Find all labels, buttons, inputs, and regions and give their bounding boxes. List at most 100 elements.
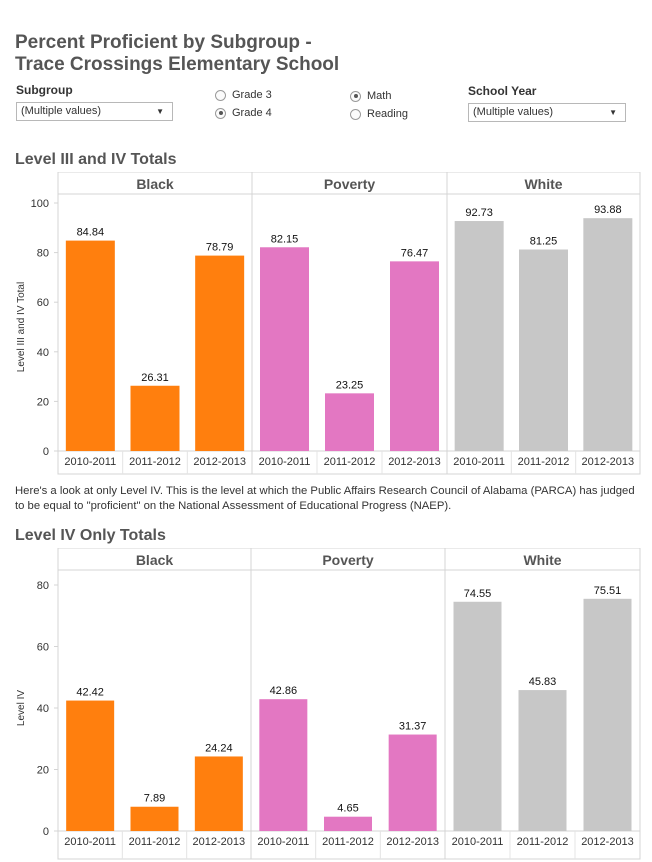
data-label: 26.31 [141, 372, 169, 384]
y-axis-label: Level IV [16, 690, 27, 726]
dashboard-title: Percent Proficient by Subgroup - Trace C… [15, 32, 339, 76]
school-year-dropdown-value: (Multiple values) [473, 106, 554, 118]
subgroup-dropdown[interactable]: (Multiple values) ▼ [16, 102, 173, 121]
bar [130, 385, 180, 451]
x-tick-label: 2011-2012 [324, 456, 376, 468]
radio-grade-4-label: Grade 4 [232, 107, 272, 119]
title-line-1: Percent Proficient by Subgroup - [15, 32, 312, 53]
bar [195, 255, 245, 451]
level-iv-chart: Level IV 0 20 40 60 80 Black 42.42 2010-2011 7.89… [16, 548, 641, 860]
radio-grade-3-label: Grade 3 [232, 89, 272, 101]
data-label: 23.25 [336, 379, 364, 391]
x-tick-label: 2010-2011 [64, 456, 116, 468]
x-tick-label: 2012-2013 [388, 456, 441, 468]
x-tick-label: 2012-2013 [581, 836, 634, 848]
radio-reading[interactable]: Reading [350, 107, 408, 121]
chart-frame [57, 548, 641, 860]
chart-2-title: Level IV Only Totals [15, 527, 166, 544]
subgroup-label: Subgroup [16, 83, 73, 97]
panel-header-poverty: Poverty [324, 176, 376, 192]
bar [454, 221, 504, 451]
x-tick-label: 2011-2012 [322, 836, 374, 848]
x-tick-label: 2011-2012 [129, 456, 181, 468]
y-tick-label: 20 [37, 765, 49, 777]
bar [194, 756, 243, 831]
level-iii-iv-chart: Level III and IV Total 0 20 40 60 80 100 Black 8… [16, 172, 641, 475]
x-tick-label: 2010-2011 [453, 456, 505, 468]
radio-circle-icon [215, 89, 226, 101]
data-label: 42.86 [270, 685, 298, 697]
radio-grade-3[interactable]: Grade 3 [215, 88, 272, 102]
panel-header-black: Black [136, 552, 174, 568]
y-tick-label: 20 [37, 396, 49, 408]
data-label: 7.89 [144, 793, 165, 805]
data-label: 92.73 [465, 207, 493, 219]
y-tick-label: 40 [37, 703, 49, 715]
panel-header-white: White [524, 176, 562, 192]
y-tick-label: 40 [37, 347, 49, 359]
y-tick-label: 100 [31, 198, 49, 210]
y-tick-label: 60 [37, 297, 49, 309]
radio-grade-4[interactable]: Grade 4 [215, 106, 272, 120]
x-tick-label: 2010-2011 [259, 456, 311, 468]
x-tick-label: 2012-2013 [386, 836, 439, 848]
data-label: 82.15 [271, 233, 299, 245]
school-year-label: School Year [468, 84, 537, 98]
bar [388, 734, 437, 831]
subgroup-dropdown-value: (Multiple values) [21, 105, 102, 117]
data-label: 4.65 [337, 803, 358, 815]
y-tick-label: 60 [37, 642, 49, 654]
radio-math-label: Math [367, 90, 392, 102]
y-tick-label: 0 [43, 446, 49, 458]
bar [453, 601, 502, 831]
bar [583, 598, 632, 831]
data-label: 45.83 [529, 676, 557, 688]
bar [583, 218, 633, 451]
radio-circle-icon [215, 107, 226, 119]
chevron-down-icon: ▼ [156, 107, 164, 116]
data-label: 31.37 [399, 721, 427, 733]
bar [130, 806, 179, 831]
panel-header-white: White [523, 552, 561, 568]
y-tick-label: 80 [37, 248, 49, 260]
data-label: 78.79 [206, 242, 234, 254]
chart-1-title: Level III and IV Totals [15, 151, 177, 168]
data-label: 24.24 [205, 742, 233, 754]
level-iv-note: Here's a look at only Level IV. This is … [15, 485, 635, 512]
data-label: 75.51 [594, 585, 622, 597]
y-axis-label: Level III and IV Total [16, 282, 27, 372]
bar [65, 240, 115, 451]
x-tick-label: 2012-2013 [193, 456, 246, 468]
chevron-down-icon: ▼ [609, 108, 617, 117]
x-tick-label: 2011-2012 [129, 836, 181, 848]
bar [519, 249, 568, 451]
chart-frame [57, 172, 641, 475]
x-tick-label: 2011-2012 [517, 836, 569, 848]
data-label: 84.84 [77, 227, 105, 239]
bar [66, 700, 115, 831]
x-tick-label: 2012-2013 [193, 836, 246, 848]
radio-reading-label: Reading [367, 108, 408, 120]
y-tick-label: 0 [43, 826, 49, 838]
bar [390, 261, 439, 451]
bar [325, 393, 374, 451]
radio-circle-icon [350, 90, 361, 102]
data-label: 93.88 [594, 204, 622, 216]
data-label: 76.47 [401, 247, 429, 259]
x-tick-label: 2010-2011 [452, 836, 504, 848]
bar [518, 690, 567, 831]
data-label: 81.25 [530, 236, 558, 248]
x-tick-label: 2012-2013 [582, 456, 635, 468]
panel-header-poverty: Poverty [322, 552, 374, 568]
y-tick-label: 80 [37, 580, 49, 592]
bar [260, 247, 309, 451]
data-label: 74.55 [464, 588, 492, 600]
school-year-dropdown[interactable]: (Multiple values) ▼ [468, 103, 626, 122]
title-line-2: Trace Crossings Elementary School [15, 54, 340, 75]
x-tick-label: 2010-2011 [64, 836, 116, 848]
bar [259, 699, 308, 831]
x-tick-label: 2010-2011 [257, 836, 309, 848]
bar [324, 816, 372, 831]
radio-math[interactable]: Math [350, 89, 391, 103]
radio-circle-icon [350, 108, 361, 120]
